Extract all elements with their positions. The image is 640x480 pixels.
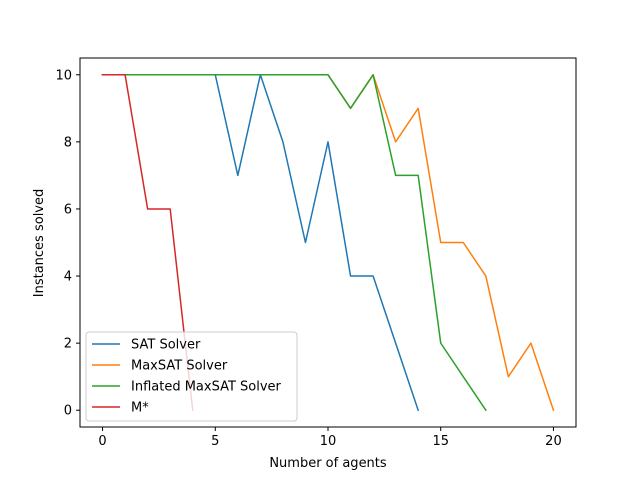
- x-tick-label: 0: [98, 434, 106, 449]
- legend-label-1: SAT Solver: [131, 338, 201, 353]
- legend-label-4: M*: [131, 401, 149, 416]
- x-tick-label: 20: [545, 434, 562, 449]
- y-tick-label: 2: [64, 337, 72, 352]
- x-axis-ticks: 0 5 10 15 20: [98, 427, 562, 449]
- x-tick-label: 5: [211, 434, 219, 449]
- legend-box: [85, 331, 298, 422]
- x-tick-label: 10: [320, 434, 337, 449]
- y-tick-label: 0: [64, 404, 72, 419]
- legend-label-2: MaxSAT Solver: [131, 359, 228, 374]
- series-line-4: [101, 74, 194, 412]
- y-tick-label: 10: [55, 68, 72, 83]
- y-tick-label: 8: [64, 135, 72, 150]
- y-axis-label: Instances solved: [32, 189, 47, 297]
- series-line-3: [101, 74, 487, 412]
- legend: SAT Solver MaxSAT Solver Inflated MaxSAT S…: [85, 331, 298, 422]
- series-layer: [101, 74, 555, 412]
- y-tick-label: 6: [64, 202, 72, 217]
- y-axis-ticks: 0 2 4 6 8 10: [55, 68, 80, 419]
- legend-label-3: Inflated MaxSAT Solver: [131, 380, 282, 395]
- y-tick-label: 4: [64, 270, 72, 285]
- x-tick-label: 15: [432, 434, 449, 449]
- x-axis-label: Number of agents: [269, 456, 387, 471]
